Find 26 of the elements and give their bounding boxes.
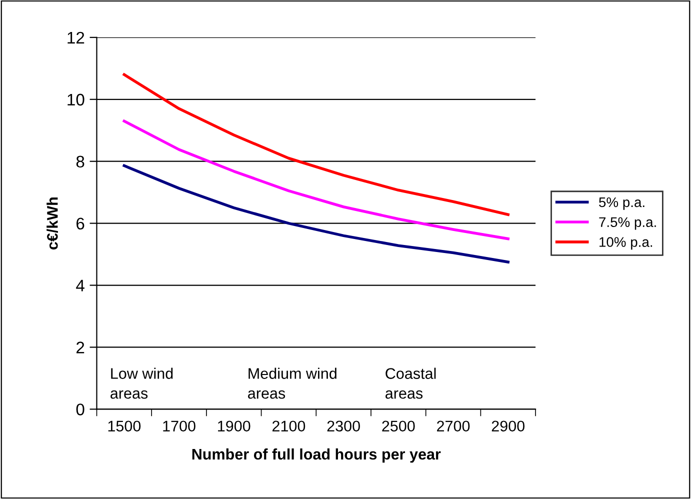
- annotation: Low wind areas: [110, 368, 173, 399]
- y-tick-label: 10: [68, 94, 84, 106]
- x-tick-label: 2500: [382, 420, 415, 432]
- x-tick-label: 1500: [108, 420, 141, 432]
- line-series: [122, 73, 510, 216]
- line-series: [122, 120, 510, 240]
- x-tick-label: 1700: [163, 420, 196, 432]
- annotation: Coastal areas: [386, 368, 436, 399]
- x-tick-label: 2100: [272, 420, 306, 432]
- y-tick-label: 0: [76, 404, 84, 416]
- x-tick-label: 1900: [218, 420, 250, 432]
- legend-label: 5% p.a.: [599, 197, 644, 210]
- x-axis-title: Number of full load hours per year: [192, 448, 441, 463]
- legend-label: 10% p.a.: [600, 237, 652, 250]
- y-tick-label: 12: [68, 32, 84, 44]
- x-tick-label: 2900: [492, 420, 524, 432]
- y-tick-label: 2: [76, 342, 84, 354]
- y-tick-label: 8: [76, 156, 84, 168]
- y-tick-label: 6: [76, 218, 84, 230]
- legend-label: 7.5% p.a.: [599, 217, 656, 230]
- y-tick-label: 4: [76, 280, 84, 292]
- annotation: Medium wind areas: [248, 368, 336, 399]
- y-axis-title: c€/kWh: [46, 198, 58, 250]
- x-tick-label: 2300: [327, 420, 360, 432]
- x-tick-label: 2700: [437, 420, 470, 432]
- line-series: [122, 164, 510, 264]
